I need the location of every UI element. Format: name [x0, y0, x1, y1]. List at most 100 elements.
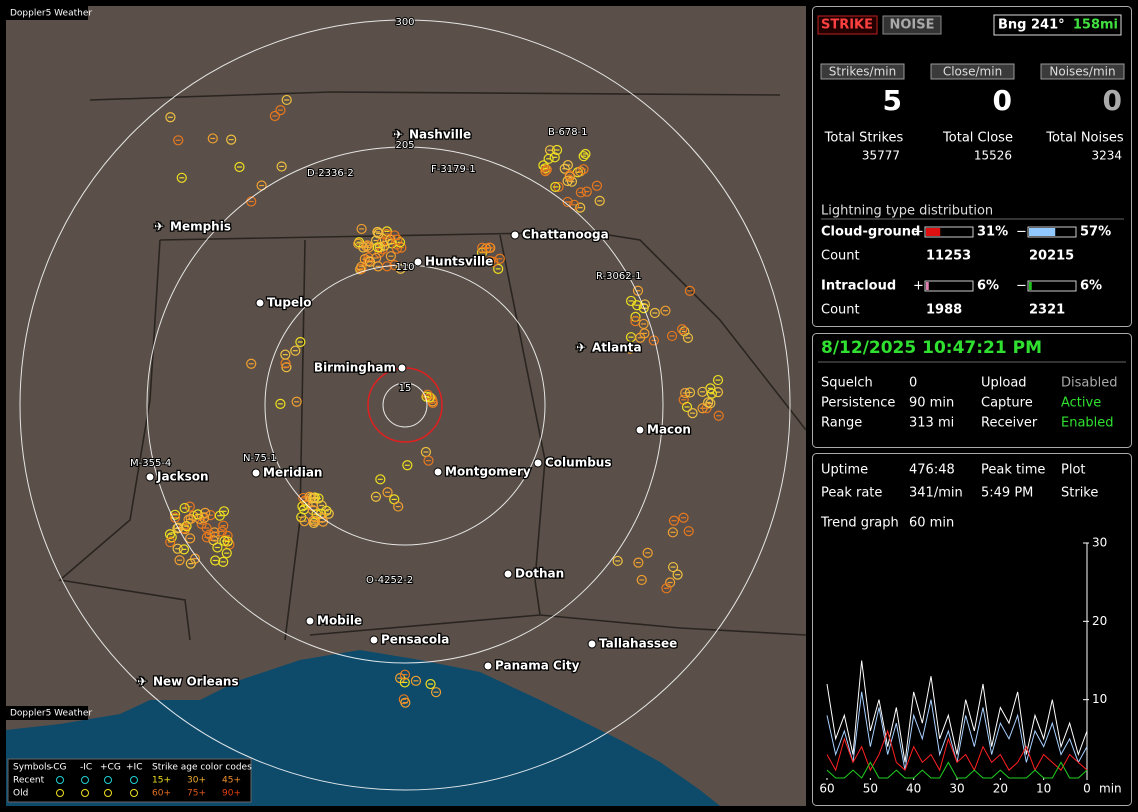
- city-dot: [433, 467, 443, 477]
- strike-symbol: [430, 687, 442, 698]
- rate-header: Strikes/min: [829, 65, 896, 79]
- strike-symbol: [375, 474, 386, 485]
- rate-value: 5: [883, 84, 902, 117]
- strike-symbol: [359, 254, 370, 265]
- strike-symbol: [178, 544, 190, 555]
- strike-symbol: [192, 509, 203, 520]
- city-dot: [483, 661, 493, 671]
- strike-symbol: [308, 515, 319, 526]
- strike-symbol: [218, 520, 229, 531]
- city-label: Memphis: [170, 220, 231, 234]
- rate-header: Noises/min: [1049, 65, 1115, 79]
- strike-symbol: [410, 675, 422, 686]
- strike-symbol: [562, 159, 573, 171]
- range-label: 300: [395, 17, 414, 28]
- city-dot: [369, 635, 379, 645]
- strike-symbol: [164, 529, 176, 540]
- storm-label: D-2336-2: [307, 168, 354, 179]
- strike-symbol: [389, 230, 400, 241]
- status-panel: [812, 6, 1132, 327]
- city-dot: [397, 363, 407, 373]
- legend-box: [7, 758, 252, 803]
- range-label: 15: [399, 383, 412, 394]
- legend-text: Recent: [13, 776, 45, 786]
- strike-symbol: [569, 199, 580, 210]
- pct-label: 31%: [977, 225, 1008, 240]
- legend-text: Strike age color codes: [152, 763, 252, 773]
- sign: +: [913, 279, 924, 294]
- strike-symbol: [385, 251, 396, 262]
- y-tick-label: 20: [1092, 614, 1107, 628]
- city-label: Panama City: [495, 659, 580, 673]
- count-value: 1988: [926, 303, 962, 318]
- strike-symbol: [667, 561, 679, 573]
- app-title: Doppler5 Weather: [10, 9, 92, 19]
- range-label: 205: [395, 140, 414, 151]
- strike-symbol: [681, 401, 693, 413]
- strike-symbol: [276, 161, 287, 172]
- strike-symbol: [173, 135, 184, 146]
- noise-button-text[interactable]: NOISE: [889, 18, 934, 33]
- city-label: Atlanta: [592, 341, 642, 355]
- pct-label: 57%: [1080, 225, 1111, 240]
- strike-symbol: [212, 542, 223, 553]
- setting-value: 313 mi: [909, 416, 954, 431]
- strike-button[interactable]: [817, 15, 878, 35]
- legend-text: 45+: [222, 776, 241, 786]
- legend-text: 30+: [187, 776, 206, 786]
- noise-button[interactable]: [882, 15, 942, 35]
- strike-symbol: [484, 242, 495, 253]
- legend-symbol: [104, 776, 112, 784]
- bearing-box: [993, 14, 1122, 36]
- stat-value: 5:49 PM: [981, 486, 1033, 501]
- x-axis-label: min: [1099, 782, 1122, 796]
- strike-symbol: [165, 112, 176, 123]
- city-dot: [587, 639, 597, 649]
- stat-label: Trend graph: [820, 516, 899, 531]
- strike-symbol: [356, 223, 367, 235]
- strike-symbol: [551, 144, 563, 156]
- setting-label: Receiver: [981, 416, 1038, 431]
- strike-symbol: [234, 161, 245, 173]
- stat-label: Peak rate: [821, 486, 882, 501]
- legend-text: -IC: [80, 763, 92, 773]
- strike-symbol: [660, 305, 671, 316]
- pct-bar: [1029, 282, 1032, 290]
- rate-header: Close/min: [943, 65, 1002, 79]
- map: 15 110 205 300 ✈ Nashville ✈ Memphis Chattanooga…: [6, 6, 806, 806]
- strike-symbol: [427, 397, 438, 409]
- distance: 158mi: [1073, 18, 1118, 33]
- footer-bg: [6, 706, 88, 720]
- city-label: New Orleans: [153, 675, 239, 689]
- strike-symbol: [575, 187, 586, 198]
- pct-bar: [1029, 228, 1056, 236]
- strike-symbol: [216, 526, 227, 537]
- stat-value: 476:48: [909, 463, 955, 478]
- strike-symbol: [373, 228, 384, 239]
- strike-symbol: [665, 577, 676, 588]
- stat-label: Uptime: [821, 463, 868, 478]
- storm-label: F-3179-1: [431, 164, 476, 175]
- count-value: 2321: [1029, 303, 1065, 318]
- legend-symbol: [81, 776, 89, 784]
- strike-symbol: [393, 501, 404, 512]
- x-tick-label: 10: [1036, 782, 1051, 796]
- legend-text: 90+: [222, 789, 241, 799]
- pct-label: 6%: [977, 279, 999, 294]
- x-tick-label: 60: [819, 782, 834, 796]
- strike-button-text[interactable]: STRIKE: [821, 18, 873, 33]
- legend-symbol: [130, 789, 138, 797]
- setting-value: Enabled: [1061, 416, 1114, 431]
- legend-text: -CG: [50, 763, 67, 773]
- legend-text: +IC: [126, 763, 142, 773]
- strike-symbol: [575, 166, 586, 177]
- strike-symbol: [649, 307, 660, 319]
- city-dot: [503, 569, 513, 579]
- airport-icon: ✈: [393, 128, 403, 142]
- strike-symbol: [173, 522, 184, 533]
- strike-symbol: [594, 195, 605, 207]
- strike-symbol: [697, 386, 708, 397]
- trend-line: [826, 761, 1088, 779]
- rate-header-bg: [820, 63, 905, 80]
- legend-text: 75+: [187, 789, 206, 799]
